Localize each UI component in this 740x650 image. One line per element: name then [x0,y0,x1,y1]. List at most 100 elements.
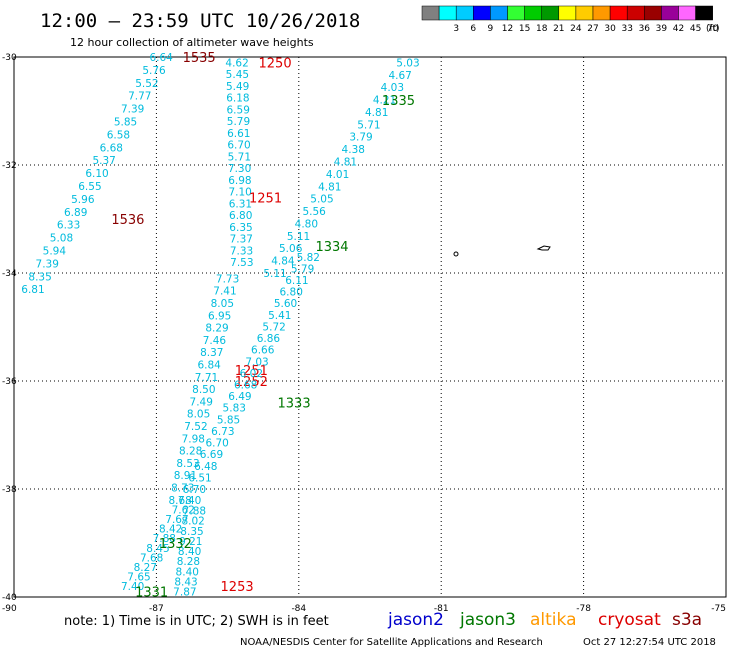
legend-swatch [558,5,577,21]
swh-value: 4.03 [381,82,404,94]
satellite-cryosat: cryosat [598,610,661,630]
legend-tick-label: 36 [639,24,651,34]
swh-value: 6.70 [205,438,228,450]
swh-value: 8.68 [168,495,191,507]
swh-value: 6.68 [234,380,257,392]
swh-value: 6.61 [227,128,250,140]
swh-value: 6.89 [64,207,87,219]
swh-value: 5.56 [302,206,326,218]
swh-value: 5.11 [263,268,286,280]
pass-time-label: 1253 [221,580,254,595]
legend-swatch [524,5,542,21]
swh-value: 8.29 [205,323,228,335]
swh-value: 8.42 [159,524,182,536]
axis-labels: -30 -32 -34 -36 -38 -40-90 -87 -84 -81 -78 -75 [2,53,726,614]
swh-value: 5.85 [217,414,240,426]
swh-value: 4.38 [342,144,365,156]
swh-value: 7.53 [230,257,253,269]
swh-value: 7.77 [128,91,151,103]
swh-value: 8.28 [177,556,200,568]
swh-value: 6.69 [200,449,223,461]
swh-value: 8.28 [179,446,202,458]
pass-time-label: 1536 [111,213,144,228]
swh-value: 8.05 [187,409,210,421]
swh-value: 4.67 [388,70,411,82]
track-jason3-1331: 1331 [135,586,168,601]
legend-tick-label: 30 [604,24,616,34]
swh-value: 5.72 [262,321,285,333]
lat-tick-label: -36 [2,377,17,387]
swh-value: 4.81 [318,181,341,193]
swh-value: 5.08 [50,233,73,245]
legend-tick-label: 21 [553,24,564,34]
swh-value: 5.85 [114,117,137,129]
swh-value: 8.43 [174,576,197,588]
graticule [14,57,726,597]
swh-value: 7.98 [182,433,205,445]
swh-value: 7.88 [183,506,206,518]
swh-value: 8.05 [211,298,234,310]
legend-tick-label: 27 [587,24,598,34]
map-subtitle: 12 hour collection of altimeter wave hei… [70,36,314,49]
lon-tick-label: -78 [576,604,591,614]
legend-swatch [644,5,662,21]
coastline [453,245,551,257]
track-cryosat-1252: 1252 [235,375,268,390]
track-s3a-1536: 1536 [111,213,144,228]
swh-value: 6.81 [21,284,44,296]
swh-value: 8.40 [176,566,199,578]
swh-value: 6.66 [251,345,275,357]
lat-tick-label: -38 [2,485,17,495]
swh-value: 7.10 [228,187,251,199]
swh-value: 4.81 [334,157,357,169]
swh-value: 4.01 [326,169,349,181]
credit-text: NOAA/NESDIS Center for Satellite Applica… [240,637,543,648]
swh-value: 6.33 [57,220,80,232]
satellite-jason2: jason2 [387,610,444,630]
swh-value: 6.95 [208,310,231,322]
swh-value: 6.11 [285,275,308,287]
lat-tick-label: -30 [2,53,17,63]
map-title: 12:00 – 23:59 UTC 10/26/2018 [40,10,360,32]
swh-value: 4.62 [225,57,248,69]
swh-value: 7.41 [213,286,236,298]
note-text: note: 1) Time is in UTC; 2) SWH is in fe… [64,614,329,629]
legend-tick-label: 33 [621,24,632,34]
legend-swatch [541,5,560,21]
swh-value: 8.02 [181,516,204,528]
swh-value: 7.62 [172,504,195,516]
legend-swatch [592,5,611,21]
swh-value: 7.03 [245,356,268,368]
legend-tick-label: 12 [502,24,513,34]
legend-swatch [507,5,525,21]
swh-value: 6.55 [78,181,101,193]
lon-tick-label: -90 [2,604,17,614]
swh-value: 7.65 [127,572,150,584]
altimeter-tracks: 6.645.765.527.777.395.856.586.685.376.10… [21,51,419,601]
swh-value: 8.35 [28,271,51,283]
swh-value: 6.80 [280,287,303,299]
legend-swatch [678,5,696,21]
swh-value: 7.71 [195,372,218,384]
legend-swatch [626,5,645,21]
swh-value: 5.11 [287,231,310,243]
lon-tick-label: -81 [434,604,449,614]
swh-value: 5.06 [279,243,303,255]
swh-value: 5.05 [310,194,333,206]
swh-value: 5.52 [135,78,158,90]
legend-swatch [661,5,679,21]
legend-tick-label: 3 [453,24,459,34]
swh-value: 8.73 [171,483,194,495]
swh-value: 6.64 [149,52,173,64]
track-cryosat-1253: 7.888.028.359.218.408.288.408.437.87 1253 [173,506,253,599]
track-jason3-1333: 5.825.796.116.805.605.415.726.866.667.03… [183,252,320,496]
pass-time-label: 1252 [235,375,268,390]
satellite-altika: altika [530,610,577,630]
swh-value: 6.48 [194,461,217,473]
swh-value: 5.79 [227,116,250,128]
swh-value: 6.70 [227,140,250,152]
swh-value: 7.73 [216,273,239,285]
legend-tick-label: 45 [690,24,701,34]
swh-value: 8.53 [176,458,199,470]
